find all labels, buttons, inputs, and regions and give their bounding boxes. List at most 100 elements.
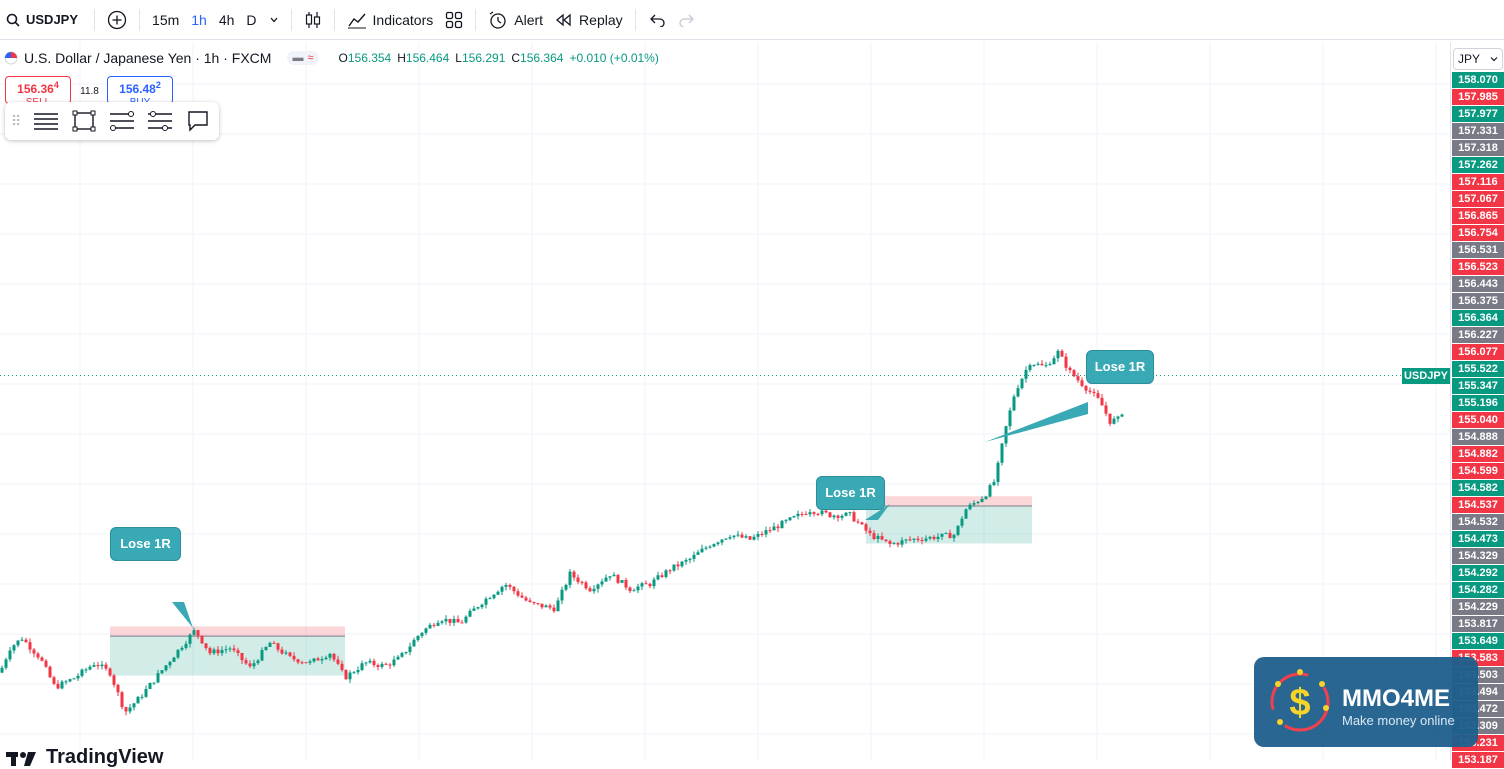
- candle-body: [688, 558, 692, 561]
- undo-button[interactable]: [642, 0, 672, 40]
- candle-body: [904, 539, 908, 541]
- divider: [94, 8, 96, 31]
- candle-body: [64, 681, 68, 683]
- compare-button[interactable]: [101, 0, 133, 40]
- price-axis-label: 154.292: [1452, 565, 1504, 581]
- candle-body: [312, 658, 316, 662]
- candle-body: [864, 524, 868, 531]
- candle-body: [196, 630, 200, 636]
- candle-body: [244, 660, 248, 664]
- buy-price: 156.48: [119, 82, 156, 96]
- market-status-pill[interactable]: ▬ ≈: [287, 51, 319, 65]
- chart-legend: U.S. Dollar / Japanese Yen · 1h · FXCM ▬…: [4, 50, 659, 66]
- candle-body: [372, 660, 376, 666]
- candle-body: [300, 662, 304, 664]
- lines-icon: [34, 113, 59, 130]
- candle-body: [1120, 414, 1124, 417]
- candle-body: [772, 526, 776, 531]
- comment-tool[interactable]: [185, 108, 211, 134]
- sell-price: 156.36: [17, 82, 54, 96]
- timeframe-15m[interactable]: 15m: [152, 11, 180, 28]
- candle-body: [892, 543, 896, 545]
- undo-icon: [649, 14, 665, 27]
- candle-body: [36, 653, 40, 658]
- candle-body: [952, 534, 956, 539]
- candle-body: [824, 510, 828, 513]
- chart-type-button[interactable]: [298, 0, 328, 40]
- candle-body: [996, 462, 1000, 483]
- candle-body: [916, 538, 920, 541]
- candle-body: [884, 539, 888, 542]
- candle-body: [788, 517, 792, 521]
- candle-body: [380, 663, 384, 667]
- symbol-search[interactable]: USDJPY: [0, 0, 88, 40]
- candle-body: [504, 584, 508, 587]
- candle-body: [336, 659, 340, 664]
- candle-body: [676, 564, 680, 567]
- indicators-button[interactable]: Indicators: [341, 0, 440, 40]
- line-style-tool[interactable]: [33, 108, 59, 134]
- add-circle-icon: [107, 10, 127, 29]
- candle-body: [944, 532, 948, 534]
- layouts-button[interactable]: [439, 0, 469, 40]
- timeframe-4h[interactable]: 4h: [218, 11, 235, 28]
- candle-body: [384, 663, 388, 665]
- candle-body: [344, 670, 348, 680]
- drawing-toolbar: ⠿: [5, 102, 219, 140]
- rectangle-tool[interactable]: [71, 108, 97, 134]
- candle-body: [496, 591, 500, 595]
- alert-button[interactable]: Alert: [482, 0, 549, 40]
- candle-body: [32, 649, 36, 654]
- candle-body: [328, 653, 332, 658]
- redo-button[interactable]: [672, 0, 702, 40]
- timeframe-d[interactable]: D: [246, 11, 257, 28]
- candle-body: [332, 653, 336, 660]
- replay-button[interactable]: Replay: [549, 0, 629, 40]
- price-axis-label: 158.070: [1452, 72, 1504, 88]
- pitchfork-tool[interactable]: [147, 108, 173, 134]
- candle-body: [760, 533, 764, 535]
- price-axis-label: 156.865: [1452, 208, 1504, 224]
- candle-body: [628, 587, 632, 592]
- candle-body: [856, 521, 860, 523]
- candle-body: [296, 659, 300, 663]
- candle-body: [984, 496, 988, 499]
- ohlc-values: O156.354 H156.464 L156.291 C156.364 +0.0…: [339, 51, 659, 65]
- candle-body: [228, 648, 232, 650]
- drag-handle-icon[interactable]: ⠿: [11, 112, 22, 129]
- lose-1r-callout-right[interactable]: Lose 1R: [1086, 350, 1154, 384]
- chart-title[interactable]: U.S. Dollar / Japanese Yen · 1h · FXCM: [24, 50, 272, 66]
- levels-icon: [148, 111, 173, 131]
- candle-body: [376, 665, 380, 667]
- price-chart[interactable]: [0, 42, 1450, 760]
- candle-body: [168, 661, 172, 666]
- candle-body: [548, 605, 552, 608]
- candle-body: [1044, 365, 1048, 367]
- price-axis[interactable]: 158.070 157.985 157.977 157.331 157.318 157.2…: [1450, 42, 1504, 768]
- lose-1r-callout-left[interactable]: Lose 1R: [110, 527, 181, 561]
- lose-1r-callout-mid[interactable]: Lose 1R: [816, 476, 885, 510]
- price-axis-label: 156.364: [1452, 310, 1504, 326]
- price-axis-label: 154.599: [1452, 463, 1504, 479]
- tradingview-logo[interactable]: TradingView: [6, 746, 163, 769]
- candle-body: [1080, 380, 1084, 386]
- candle-body: [92, 665, 96, 667]
- candle-body: [596, 584, 600, 589]
- dash-icon: ▬: [292, 52, 304, 64]
- currency-select[interactable]: JPY: [1453, 48, 1503, 70]
- price-axis-label: 154.229: [1452, 599, 1504, 615]
- candle-body: [876, 536, 880, 539]
- fib-tool[interactable]: [109, 108, 135, 134]
- timeframe-1h[interactable]: 1h: [191, 11, 207, 28]
- sell-button[interactable]: 156.364 SELL: [5, 76, 71, 108]
- timeframe-dropdown[interactable]: [263, 0, 285, 40]
- candle-body: [880, 536, 884, 540]
- candle-body: [20, 639, 24, 641]
- candle-body: [164, 665, 168, 671]
- candle-body: [464, 616, 468, 623]
- buy-button[interactable]: 156.482 BUY: [107, 76, 173, 108]
- price-axis-label: 155.040: [1452, 412, 1504, 428]
- candle-body: [964, 509, 968, 519]
- candle-body: [512, 586, 516, 592]
- candle-body: [1024, 369, 1028, 379]
